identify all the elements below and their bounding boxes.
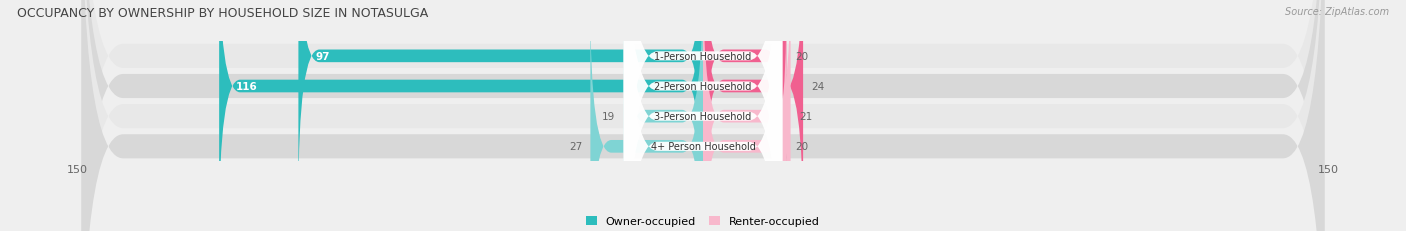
FancyBboxPatch shape <box>82 0 1324 231</box>
FancyBboxPatch shape <box>703 3 786 231</box>
Text: OCCUPANCY BY OWNERSHIP BY HOUSEHOLD SIZE IN NOTASULGA: OCCUPANCY BY OWNERSHIP BY HOUSEHOLD SIZE… <box>17 7 427 20</box>
Text: 20: 20 <box>794 52 808 62</box>
Text: 3-Person Household: 3-Person Household <box>654 112 752 122</box>
Text: 1-Person Household: 1-Person Household <box>654 52 752 62</box>
Text: 27: 27 <box>569 142 582 152</box>
FancyBboxPatch shape <box>703 0 786 201</box>
FancyBboxPatch shape <box>591 3 703 231</box>
FancyBboxPatch shape <box>703 0 790 231</box>
FancyBboxPatch shape <box>624 0 782 231</box>
FancyBboxPatch shape <box>624 0 782 231</box>
FancyBboxPatch shape <box>624 0 782 231</box>
FancyBboxPatch shape <box>703 0 803 231</box>
Text: Source: ZipAtlas.com: Source: ZipAtlas.com <box>1285 7 1389 17</box>
FancyBboxPatch shape <box>624 0 782 231</box>
FancyBboxPatch shape <box>219 0 703 231</box>
Text: 4+ Person Household: 4+ Person Household <box>651 142 755 152</box>
FancyBboxPatch shape <box>82 0 1324 231</box>
Text: 2-Person Household: 2-Person Household <box>654 82 752 92</box>
FancyBboxPatch shape <box>82 0 1324 231</box>
FancyBboxPatch shape <box>624 0 703 231</box>
FancyBboxPatch shape <box>298 0 703 201</box>
Text: 24: 24 <box>811 82 825 92</box>
Text: 116: 116 <box>236 82 257 92</box>
Legend: Owner-occupied, Renter-occupied: Owner-occupied, Renter-occupied <box>581 211 825 231</box>
Text: 21: 21 <box>799 112 813 122</box>
Text: 20: 20 <box>794 142 808 152</box>
Text: 97: 97 <box>315 52 329 62</box>
Text: 19: 19 <box>602 112 616 122</box>
FancyBboxPatch shape <box>82 0 1324 231</box>
